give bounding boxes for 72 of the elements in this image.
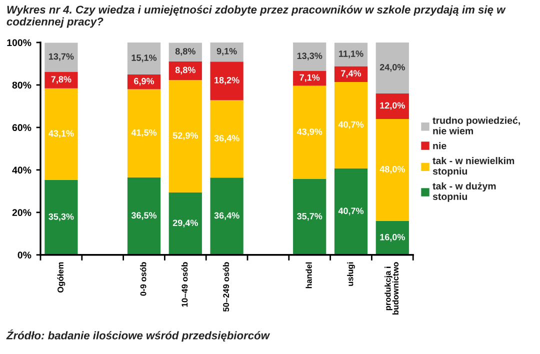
data-label: 7,1% (300, 74, 320, 82)
bar (293, 179, 326, 255)
bar (334, 82, 368, 168)
y-tick-label: 20% (12, 209, 32, 216)
bar (44, 42, 78, 72)
data-label: 18,2% (214, 76, 240, 85)
data-label: 40,7% (338, 121, 364, 129)
data-label: 52,9% (172, 132, 198, 140)
data-label: 13,7% (48, 53, 74, 61)
data-label: 43,9% (296, 128, 322, 136)
data-label: 9,1% (216, 48, 237, 56)
bar (376, 118, 409, 221)
bar (210, 62, 244, 100)
bar (293, 42, 326, 71)
data-label: 43,1% (48, 130, 74, 138)
bar (168, 192, 202, 255)
bar (376, 93, 409, 119)
bar (44, 88, 78, 180)
bar (210, 178, 244, 255)
x-tick-label: Ogółem (57, 262, 66, 293)
data-label: 8,8% (175, 48, 196, 56)
x-tick-label: 10–49 osób (181, 262, 188, 307)
legend-label: nie (433, 142, 446, 150)
data-label: 8,8% (175, 66, 196, 74)
data-label: 35,3% (48, 213, 74, 222)
chart-title: Wykres nr 4. Czy wiedza i umiejętności zdobyte przez pracowników w szkole przydają im się w codziennej pracy? (6, 5, 506, 28)
bar (293, 86, 326, 180)
x-tick-label: 50–249 osób (222, 262, 230, 312)
data-label: 29,4% (172, 220, 198, 228)
y-tick-label: 0% (18, 252, 32, 258)
y-tick-label: 100% (7, 39, 32, 46)
bar (127, 42, 161, 75)
data-label: 15,1% (132, 54, 157, 62)
bar (334, 42, 368, 66)
bar (376, 220, 409, 255)
data-label: 13,3% (297, 52, 322, 60)
data-label: 40,7% (338, 208, 364, 216)
text: Źródło: badanie ilościowe wśród przedsiębiorców (6, 329, 270, 342)
bar (44, 72, 78, 88)
bar (210, 42, 244, 62)
bar (210, 100, 244, 178)
y-tick-label: 60% (12, 124, 32, 132)
bar (168, 80, 202, 192)
data-label: 7,4% (341, 70, 362, 78)
x-tick-label: produkcja i budownictwo (384, 262, 399, 314)
bar (376, 42, 409, 94)
bar (127, 177, 161, 255)
data-label: 16,0% (380, 234, 405, 242)
y-tick-label: 40% (12, 166, 32, 174)
legend-label: trudno powiedzieć, nie wiem (432, 116, 520, 134)
x-tick-label: 0-9 osób (140, 262, 146, 296)
data-label: 7,8% (51, 76, 72, 84)
bar (44, 180, 78, 255)
data-label: 36,5% (131, 212, 157, 220)
data-label: 35,7% (297, 212, 322, 221)
data-label: 48,0% (380, 166, 405, 174)
legend-label: tak - w niewielkim stopniu (432, 157, 514, 177)
x-tick-label: handel (306, 262, 312, 288)
data-label: 36,4% (214, 134, 240, 143)
data-label: 24,0% (380, 64, 405, 72)
bar (293, 70, 326, 86)
legend-label: tak - w dużym stopniu (432, 182, 496, 202)
x-tick-label: usługi (347, 262, 355, 286)
data-label: 12,0% (380, 102, 405, 110)
data-label: 36,4% (214, 212, 240, 220)
data-label: 41,5% (131, 129, 157, 138)
bar (168, 42, 202, 62)
data-label: 11,1% (339, 50, 364, 58)
bar (334, 168, 368, 255)
data-label: 6,9% (134, 78, 154, 86)
y-tick-label: 80% (12, 82, 32, 89)
bar (127, 89, 161, 178)
